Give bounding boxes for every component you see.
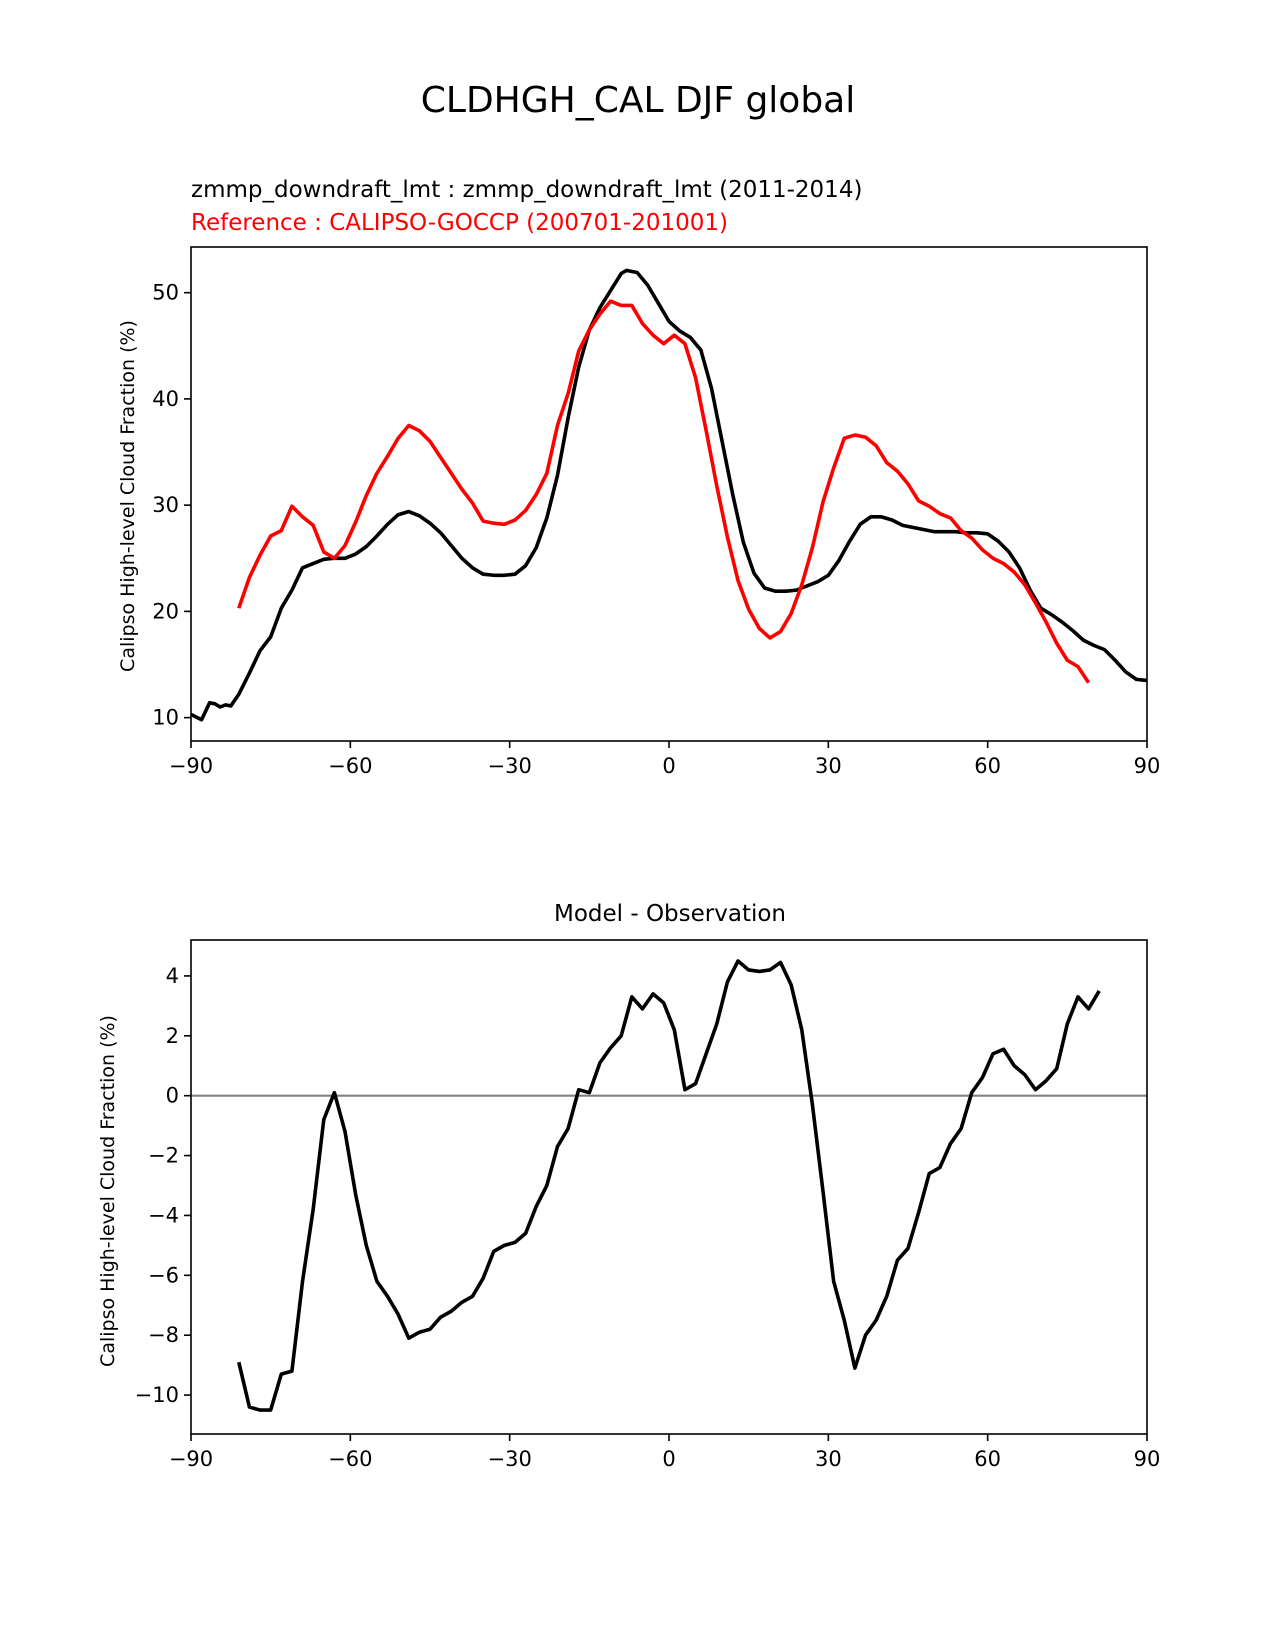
- series-line-model: [191, 268, 1147, 722]
- x-tick-label: −90: [169, 754, 213, 778]
- top-panel-ylabel: Calipso High-level Cloud Fraction (%): [117, 320, 139, 672]
- x-tick-label: 30: [815, 754, 842, 778]
- y-tick-label: 2: [166, 1024, 179, 1048]
- y-tick-label: −10: [135, 1383, 179, 1407]
- x-tick-label: 0: [662, 754, 675, 778]
- bottom-panel-title: Model - Observation: [554, 901, 786, 927]
- x-tick-label: 60: [974, 754, 1001, 778]
- top-panel: zmmp_downdraft_lmt : zmmp_downdraft_lmt …: [117, 177, 1160, 778]
- x-tick-label: −60: [328, 1447, 372, 1471]
- top-panel-reference-title: Reference : CALIPSO-GOCCP (200701-201001…: [191, 210, 728, 236]
- x-tick-label: 30: [815, 1447, 842, 1471]
- x-tick-label: 90: [1134, 754, 1161, 778]
- y-tick-label: 10: [152, 706, 179, 730]
- x-tick-label: 90: [1134, 1447, 1161, 1471]
- y-tick-label: −6: [148, 1263, 179, 1287]
- x-tick-label: −60: [328, 754, 372, 778]
- x-tick-label: 0: [662, 1447, 675, 1471]
- y-tick-label: 30: [152, 493, 179, 517]
- bottom-panel-ylabel: Calipso High-level Cloud Fraction (%): [97, 1015, 119, 1367]
- series-line-reference: [237, 299, 1091, 684]
- bottom-panel: Model - Observation Calipso High-level C…: [97, 901, 1160, 1471]
- top-plot-area: −90 −60 −30 0 30 60 90 10 20 30 40 50: [152, 246, 1161, 778]
- series-line-difference: [237, 959, 1101, 1412]
- x-tick-label: −30: [488, 1447, 532, 1471]
- y-tick-label: 40: [152, 387, 179, 411]
- y-tick-label: −8: [148, 1323, 179, 1347]
- figure-suptitle: CLDHGH_CAL DJF global: [421, 80, 856, 121]
- y-tick-label: 50: [152, 281, 179, 305]
- x-tick-label: −90: [169, 1447, 213, 1471]
- y-tick-label: 4: [166, 964, 179, 988]
- y-tick-label: 20: [152, 599, 179, 623]
- y-tick-label: −4: [148, 1203, 179, 1227]
- bottom-plot-area: −90 −60 −30 0 30 60 90 −10 −8 −6 −4 −2 0 2 4: [135, 939, 1161, 1471]
- x-tick-label: −30: [488, 754, 532, 778]
- x-tick-label: 60: [974, 1447, 1001, 1471]
- y-tick-label: 0: [166, 1084, 179, 1108]
- y-tick-label: −2: [148, 1144, 179, 1168]
- top-panel-model-title: zmmp_downdraft_lmt : zmmp_downdraft_lmt …: [191, 177, 862, 203]
